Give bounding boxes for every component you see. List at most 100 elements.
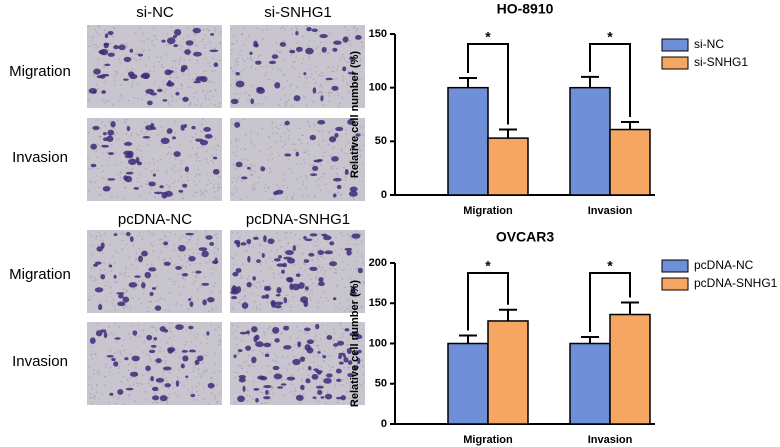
cell <box>100 274 106 280</box>
texture <box>214 195 217 198</box>
texture <box>353 177 356 179</box>
cell <box>107 152 115 156</box>
texture <box>110 186 112 189</box>
cell <box>151 386 159 392</box>
texture <box>113 27 115 29</box>
texture <box>234 154 237 157</box>
texture <box>261 346 264 348</box>
texture <box>142 374 144 376</box>
cell <box>357 267 363 274</box>
texture <box>201 361 204 364</box>
texture <box>108 157 111 159</box>
texture <box>92 36 94 38</box>
texture <box>235 191 238 193</box>
texture <box>317 258 319 261</box>
texture <box>140 302 143 305</box>
texture <box>132 324 134 327</box>
texture <box>295 26 297 28</box>
texture <box>202 370 205 373</box>
texture <box>140 130 143 132</box>
texture <box>119 179 122 181</box>
texture <box>350 386 353 389</box>
texture <box>129 336 132 339</box>
texture <box>314 241 317 243</box>
texture <box>276 361 278 363</box>
cell <box>249 51 253 55</box>
texture <box>319 90 322 93</box>
texture <box>298 188 301 190</box>
texture <box>98 186 100 189</box>
texture <box>97 46 100 49</box>
texture <box>153 27 156 30</box>
texture <box>246 394 249 397</box>
texture <box>214 397 216 400</box>
texture <box>275 372 278 374</box>
texture <box>240 70 243 73</box>
cell <box>304 344 311 351</box>
texture <box>308 58 311 60</box>
texture <box>264 183 267 185</box>
cell <box>212 168 220 175</box>
texture <box>313 195 316 197</box>
texture <box>119 380 122 382</box>
cell <box>193 80 201 84</box>
texture <box>109 243 111 246</box>
texture <box>293 355 295 358</box>
texture <box>87 99 90 101</box>
texture <box>296 178 299 181</box>
texture <box>344 144 347 147</box>
texture <box>125 133 128 135</box>
texture <box>131 168 133 170</box>
texture <box>234 371 236 373</box>
cell <box>237 349 243 352</box>
texture <box>301 274 304 276</box>
cell <box>153 336 158 341</box>
texture <box>102 239 105 242</box>
texture <box>136 382 138 385</box>
texture <box>93 129 96 132</box>
texture <box>168 151 170 154</box>
texture <box>336 284 338 286</box>
texture <box>317 239 320 241</box>
texture <box>173 244 176 246</box>
texture <box>89 393 92 395</box>
cell <box>162 366 172 371</box>
cell <box>175 91 180 96</box>
texture <box>120 43 123 45</box>
texture <box>179 168 182 171</box>
texture <box>209 182 212 185</box>
texture <box>281 379 283 381</box>
texture <box>112 127 115 129</box>
texture <box>267 79 269 81</box>
texture <box>238 364 240 367</box>
texture <box>293 192 296 195</box>
texture <box>342 234 344 237</box>
texture <box>338 302 341 304</box>
texture <box>157 389 160 392</box>
texture <box>99 301 101 303</box>
cell <box>155 377 165 383</box>
texture <box>148 191 151 194</box>
texture <box>303 348 305 350</box>
texture <box>171 281 174 283</box>
cell <box>347 372 355 378</box>
texture <box>254 103 257 106</box>
texture <box>111 302 114 305</box>
texture <box>185 236 187 238</box>
texture <box>291 195 294 198</box>
texture <box>123 349 126 351</box>
texture <box>257 27 259 30</box>
cell <box>306 27 312 32</box>
cell <box>107 30 114 36</box>
texture <box>267 147 270 150</box>
texture <box>335 272 338 274</box>
texture <box>240 198 243 201</box>
texture <box>309 125 311 128</box>
texture <box>356 153 358 155</box>
texture <box>139 185 142 188</box>
texture <box>195 73 197 75</box>
texture <box>282 74 285 77</box>
cell <box>192 27 202 34</box>
texture <box>136 385 139 387</box>
texture <box>306 120 309 122</box>
